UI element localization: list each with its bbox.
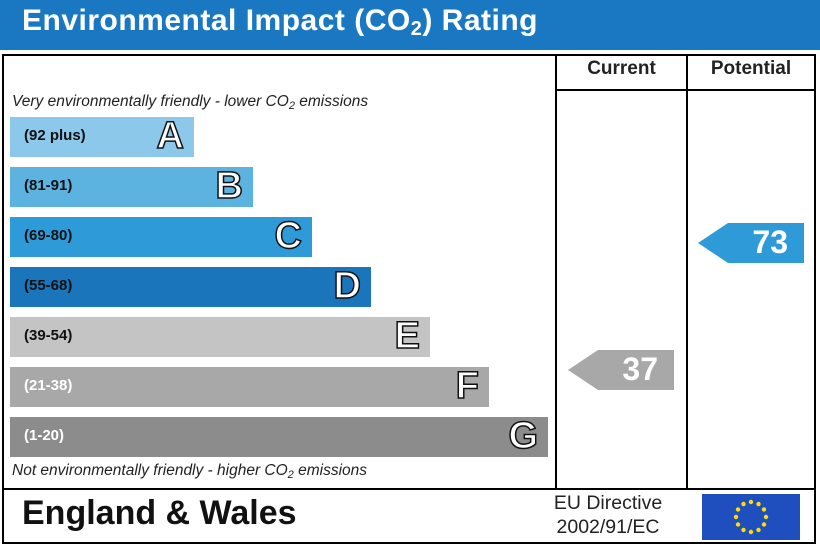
- potential-rating-value: 73: [752, 224, 788, 260]
- band-e: (39-54) E: [10, 314, 430, 358]
- footer-divider: [2, 488, 816, 490]
- page-title: Environmental Impact (CO2) Rating: [22, 4, 538, 41]
- eu-star: [733, 514, 739, 520]
- title-subscript: 2: [410, 18, 423, 40]
- band-letter: F: [455, 364, 480, 408]
- title-text-end: ) Rating: [422, 4, 539, 37]
- top-note-subscript: 2: [288, 100, 295, 112]
- current-arrow-shape: [568, 350, 674, 390]
- eu-star: [761, 522, 767, 527]
- current-column-header: Current: [587, 58, 656, 79]
- rating-table: [2, 54, 816, 544]
- band-range: (81-91): [24, 177, 73, 194]
- potential-column-header: Potential: [710, 58, 792, 79]
- band-a: (92 plus) A: [10, 114, 194, 158]
- bottom-note: Not environmentally friendly - higher CO…: [12, 462, 367, 481]
- eu-star: [761, 507, 767, 512]
- title-text: Environmental Impact (CO: [22, 4, 411, 37]
- top-note: Very environmentally friendly - lower CO…: [12, 93, 368, 112]
- eu-flag-icon: [702, 494, 800, 540]
- band-letter: E: [394, 314, 421, 358]
- directive-line-2: 2002/91/EC: [556, 516, 660, 538]
- band-f: (21-38) F: [10, 364, 489, 408]
- current-rating-arrow: 37: [568, 350, 674, 390]
- bottom-note-text-end: emissions: [293, 462, 368, 479]
- title-bar: Environmental Impact (CO2) Rating: [0, 0, 820, 50]
- eu-star: [741, 501, 746, 507]
- eu-star: [763, 514, 769, 520]
- band-range: (55-68): [24, 277, 73, 294]
- band-letter: B: [215, 164, 244, 208]
- potential-rating-arrow: 73: [698, 223, 804, 263]
- eu-star: [756, 501, 761, 507]
- band-c: (69-80) C: [10, 214, 312, 258]
- band-range: (39-54): [24, 327, 73, 344]
- bottom-note-text: Not environmentally friendly - higher CO: [12, 462, 288, 479]
- eu-star: [735, 507, 741, 512]
- top-note-text: Very environmentally friendly - lower CO: [12, 93, 289, 110]
- bottom-note-subscript: 2: [287, 469, 294, 481]
- band-letter: A: [156, 114, 185, 158]
- band-g: (1-20) G: [10, 414, 548, 458]
- eu-flag-stars: [733, 499, 769, 535]
- band-letter: C: [274, 214, 303, 258]
- eu-star: [748, 529, 754, 535]
- band-letter: D: [333, 264, 362, 308]
- band-b: (81-91) B: [10, 164, 253, 208]
- column-divider: [555, 54, 557, 490]
- eu-directive-label: EU Directive 2002/91/EC: [528, 491, 688, 539]
- band-range: (69-80): [24, 227, 73, 244]
- band-d: (55-68) D: [10, 264, 371, 308]
- eu-star: [756, 527, 761, 533]
- country-label: England & Wales: [22, 494, 297, 532]
- current-rating-value: 37: [622, 351, 658, 387]
- eu-star: [748, 499, 754, 505]
- potential-arrow-shape: [698, 223, 804, 263]
- band-range: (1-20): [24, 427, 65, 444]
- column-divider: [686, 54, 688, 490]
- band-range: (21-38): [24, 377, 73, 394]
- band-range: (92 plus): [24, 127, 86, 144]
- eu-star: [741, 527, 746, 533]
- directive-line-1: EU Directive: [553, 492, 663, 514]
- header-row-divider: [555, 89, 816, 91]
- top-note-text-end: emissions: [294, 93, 369, 110]
- eu-star: [735, 522, 741, 527]
- band-letter: G: [508, 414, 539, 458]
